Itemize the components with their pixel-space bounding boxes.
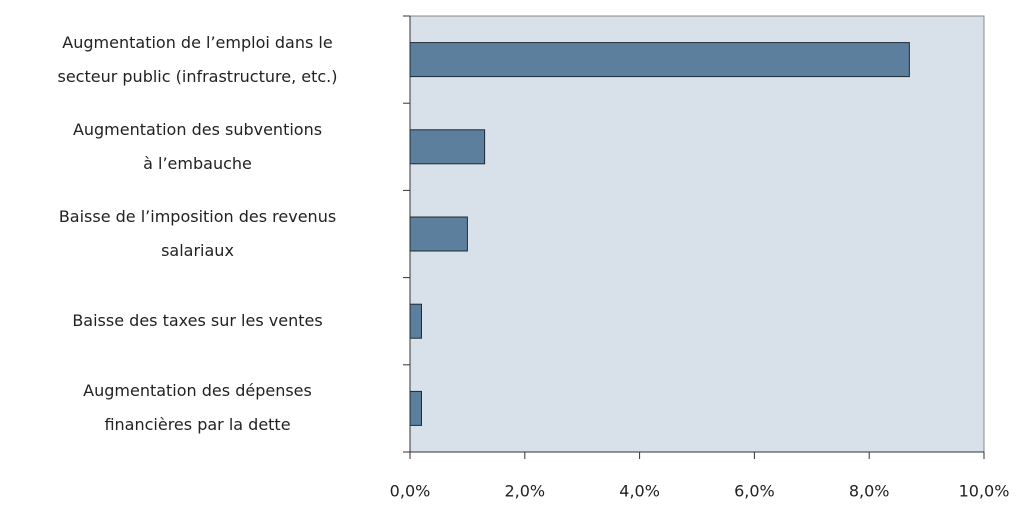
x-tick-label: 8,0% <box>849 482 890 501</box>
y-tick-label: Baisse de l’imposition des revenus salar… <box>58 207 337 260</box>
y-tick-label: Augmentation des dépenses financières pa… <box>83 381 312 435</box>
y-tick-label: Augmentation des subventions à l’embauch… <box>72 119 323 173</box>
bar <box>409 390 422 426</box>
bar <box>409 42 910 78</box>
x-tick-label: 2,0% <box>504 482 545 501</box>
x-tick-label: 10,0% <box>959 482 1010 501</box>
bar <box>409 303 422 339</box>
bar <box>409 129 486 165</box>
plot-area <box>409 15 985 453</box>
y-tick-label: Augmentation de l’emploi dans le secteur… <box>57 32 338 86</box>
x-tick-label: 0,0% <box>390 482 431 501</box>
y-tick-label: Baisse des taxes sur les ventes <box>72 311 323 331</box>
x-tick-label: 6,0% <box>734 482 775 501</box>
x-tick-label: 4,0% <box>619 482 660 501</box>
bar <box>409 216 468 252</box>
